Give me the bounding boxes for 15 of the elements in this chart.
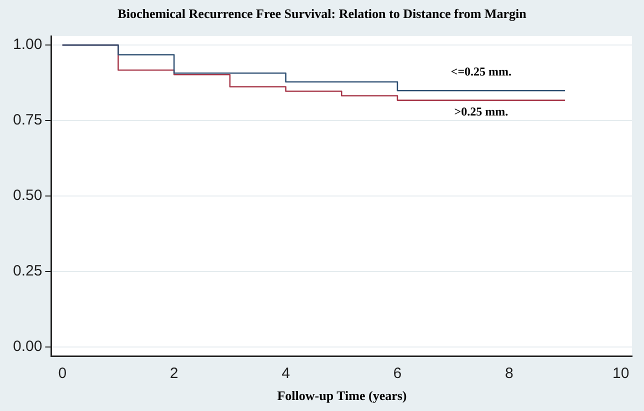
y-tick-label: 0.50 bbox=[12, 187, 42, 204]
x-tick-label: 0 bbox=[58, 365, 67, 382]
y-tick-label: 1.00 bbox=[12, 36, 42, 54]
x-tick-label: 6 bbox=[393, 365, 402, 382]
x-tick-label: 2 bbox=[170, 365, 178, 382]
x-tick-label: 10 bbox=[612, 365, 630, 382]
y-tick-label: 0.75 bbox=[12, 112, 42, 129]
x-axis-title: Follow-up Time (years) bbox=[276, 388, 408, 404]
x-tick-label: 4 bbox=[282, 365, 290, 382]
series-label: >0.25 mm. bbox=[454, 104, 508, 118]
y-tick-label: 0.00 bbox=[12, 338, 42, 356]
series-label: <=0.25 mm. bbox=[450, 64, 512, 79]
x-tick-label: 8 bbox=[504, 365, 514, 382]
y-tick-label: 0.25 bbox=[12, 262, 42, 280]
chart-title: Biochemical Recurrence Free Survival: Relation to Distance from Margin bbox=[116, 6, 528, 22]
